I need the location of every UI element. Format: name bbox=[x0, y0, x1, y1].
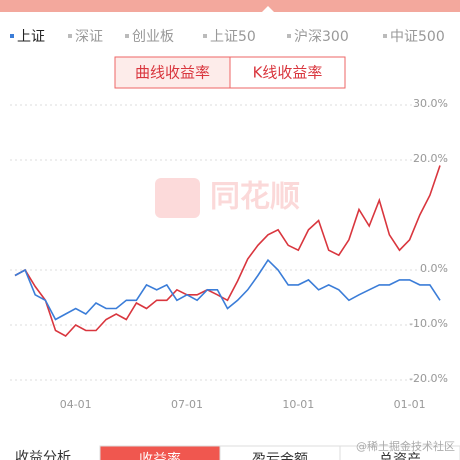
y-tick-label: -20.0% bbox=[409, 372, 448, 385]
tab-dot bbox=[10, 34, 14, 38]
series-line bbox=[14, 165, 441, 338]
segment-label: 盈亏金额 bbox=[252, 452, 308, 460]
x-tick-label: 10-01 bbox=[282, 398, 314, 411]
tab[interactable]: 上证 bbox=[17, 29, 45, 45]
section-label: 收益分析 bbox=[15, 450, 71, 460]
tab-dot bbox=[383, 34, 387, 38]
segment-button[interactable] bbox=[99, 445, 221, 460]
tab-dot bbox=[68, 34, 72, 38]
tab[interactable]: 深证 bbox=[75, 29, 103, 45]
watermark-logo bbox=[155, 178, 200, 218]
y-tick-label: 20.0% bbox=[413, 152, 448, 165]
watermark: 同花顺 bbox=[210, 180, 300, 215]
top-banner bbox=[0, 0, 460, 12]
segment-label: 总资产 bbox=[379, 452, 421, 460]
y-tick-label: 30.0% bbox=[413, 97, 448, 110]
y-tick-label: 0.0% bbox=[420, 262, 448, 275]
segment-label: 收益率 bbox=[139, 451, 181, 460]
tab-dot bbox=[287, 34, 291, 38]
y-tick-label: -10.0% bbox=[409, 317, 448, 330]
x-tick-label: 07-01 bbox=[171, 398, 203, 411]
x-tick-label: 04-01 bbox=[60, 398, 92, 411]
tab[interactable]: 中证500 bbox=[390, 29, 445, 45]
toggle-label: 曲线收益率 bbox=[135, 64, 210, 82]
tab[interactable]: 上证50 bbox=[210, 29, 256, 45]
segment-button[interactable] bbox=[219, 445, 341, 460]
credit: @稀土掘金技术社区 bbox=[356, 439, 455, 453]
logo-box bbox=[155, 178, 200, 218]
segment-button[interactable] bbox=[339, 445, 460, 460]
tab-dot bbox=[203, 34, 207, 38]
tab[interactable]: 创业板 bbox=[132, 29, 174, 45]
tab-dot bbox=[125, 34, 129, 38]
x-tick-label: 01-01 bbox=[394, 398, 426, 411]
toggle-label: K线收益率 bbox=[253, 64, 323, 82]
tab[interactable]: 沪深300 bbox=[294, 29, 349, 45]
pointer bbox=[262, 6, 274, 12]
toggle-button[interactable] bbox=[229, 56, 346, 89]
series-line bbox=[14, 258, 441, 321]
